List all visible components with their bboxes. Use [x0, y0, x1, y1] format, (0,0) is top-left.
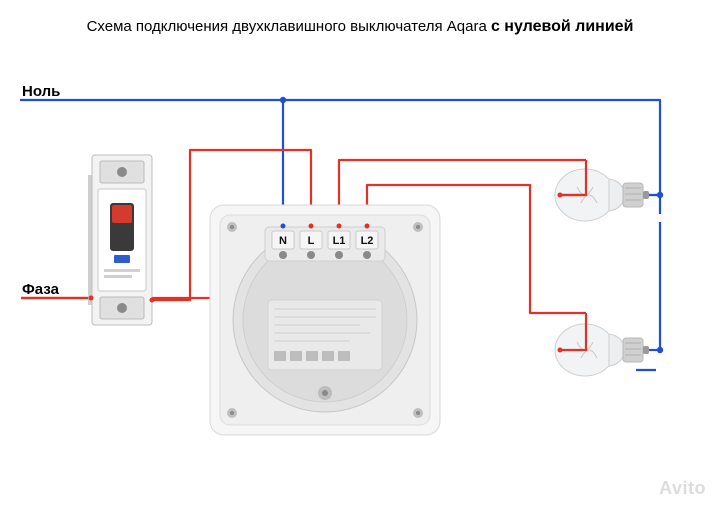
label-phase: Фаза — [22, 281, 59, 298]
terminal-L-label: L — [308, 235, 315, 247]
terminal-L1-label: L1 — [333, 235, 346, 247]
circuit-breaker — [88, 155, 152, 325]
wire-phase-to-L — [152, 150, 311, 300]
node-neutral-split — [280, 97, 286, 103]
wire-L1 — [339, 160, 586, 226]
label-neutral: Ноль — [22, 83, 60, 100]
node-neutral-bulb1-fixed — [657, 192, 663, 198]
wire-l1-drop — [560, 160, 586, 195]
wire-phase-up-to-L — [200, 140, 311, 298]
node-neutral-bulb1 — [657, 215, 663, 221]
wiring-canvas: N L L1 L2 — [0, 0, 720, 509]
title-bold: с нулевой линией — [491, 18, 633, 35]
aqara-switch: N L L1 L2 — [210, 205, 440, 435]
terminal-block: N L L1 L2 — [265, 227, 385, 261]
terminal-N-label: N — [279, 235, 287, 247]
wire-l2-drop — [560, 313, 586, 350]
watermark: Avito — [659, 478, 706, 499]
terminal-L2-label: L2 — [361, 235, 374, 247]
bulb-2 — [555, 324, 649, 376]
wires-group — [20, 97, 663, 370]
wire-neutral-main — [20, 100, 660, 370]
diagram-title: Схема подключения двухклавишного выключа… — [0, 18, 720, 36]
phase-wires — [21, 140, 311, 300]
wire-L2 — [367, 185, 586, 313]
title-regular: Схема подключения двухклавишного выключа… — [87, 18, 487, 35]
bulb-1 — [555, 169, 649, 221]
